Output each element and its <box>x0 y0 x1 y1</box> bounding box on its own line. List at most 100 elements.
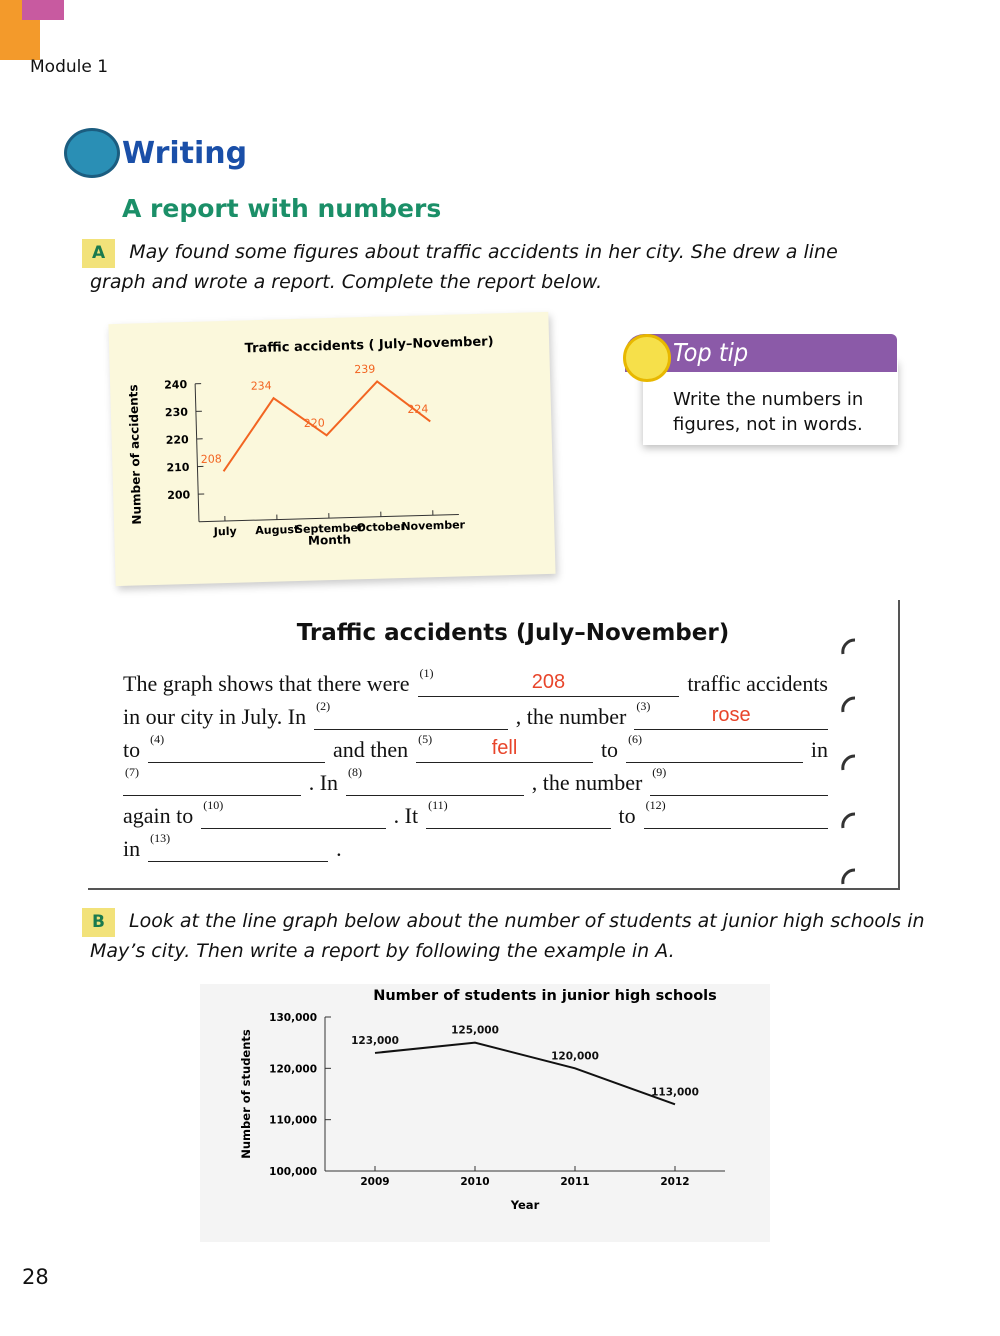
page-number: 28 <box>22 1265 49 1289</box>
chart-card: Traffic accidents ( July–November) 200 210… <box>108 311 556 587</box>
data-label: 120,000 <box>551 1050 599 1062</box>
data-label: 220 <box>304 416 325 430</box>
report-text: and then <box>332 737 409 762</box>
x-tick-label: 2010 <box>460 1176 489 1188</box>
instruction: May found some figures about traffic acc… <box>90 241 838 293</box>
section-subtitle: A report with numbers <box>122 194 442 223</box>
y-axis <box>194 383 200 522</box>
blank-number: (8) <box>348 765 363 779</box>
writing-icon <box>64 128 120 178</box>
report-line: The graph shows that there were (1) 208 tra… <box>123 664 828 697</box>
report-text: in <box>123 836 141 861</box>
data-line <box>222 380 431 472</box>
instruction: Look at the line graph below about the n… <box>90 910 925 962</box>
blank-number: (13) <box>150 831 171 845</box>
blank: (2) <box>314 699 508 730</box>
x-tick-label: August <box>255 523 299 537</box>
report-text: to <box>600 737 619 762</box>
task-b: B Look at the line graph below about the… <box>82 907 925 966</box>
report-text: in <box>810 737 829 762</box>
blank-number: (10) <box>203 798 224 812</box>
task-label: A <box>82 239 116 268</box>
y-tick-label: 110,000 <box>269 1115 317 1127</box>
blank-number: (3) <box>636 699 651 713</box>
data-label: 125,000 <box>451 1025 499 1037</box>
blank: (1) 208 <box>417 666 680 697</box>
corner-decoration <box>22 0 64 20</box>
blank-number: (7) <box>125 765 139 779</box>
blank-number: (11) <box>428 798 448 812</box>
blank: (5) fell <box>416 732 593 763</box>
blank-number: (9) <box>652 765 667 779</box>
chart-title: Number of students in junior high school… <box>373 988 717 1004</box>
x-tick-label: 2012 <box>660 1176 689 1188</box>
blank-number: (12) <box>645 798 666 812</box>
task-a: A May found some figures about traffic a… <box>82 238 842 297</box>
blank-number: (5) <box>418 732 433 746</box>
blank: (6) <box>626 732 803 763</box>
blank: (13) <box>148 831 329 862</box>
report-text: . It <box>393 803 419 828</box>
blank-number: (2) <box>316 699 331 713</box>
y-tick-label: 200 <box>167 488 191 502</box>
report-line: (7) . In (8) , the number (9) <box>123 763 828 796</box>
report-text: . In <box>308 770 339 795</box>
report-text: , the number <box>515 704 627 729</box>
data-label: 113,000 <box>651 1086 699 1098</box>
y-tick-label: 130,000 <box>269 1012 317 1024</box>
report-line: in our city in July. In (2) , the number (3… <box>123 697 828 730</box>
tip-box <box>643 360 898 445</box>
x-tick-label: September <box>295 521 364 536</box>
answer: rose <box>711 704 751 726</box>
answer: 208 <box>531 671 566 693</box>
x-tick-label: November <box>401 518 466 533</box>
blank: (12) <box>643 798 829 829</box>
data-label: 234 <box>251 379 272 393</box>
data-line <box>374 1041 676 1106</box>
report-text: to <box>618 803 636 828</box>
report-sheet: Traffic accidents (July–November) The gr… <box>88 600 900 890</box>
report-line: again to (10) . It (11) to (12) <box>123 796 829 829</box>
report-body: The graph shows that there were (1) 208 tra… <box>123 664 829 862</box>
chart: Traffic accidents ( July–November) 200 210… <box>126 334 494 547</box>
data-label: 224 <box>407 402 428 416</box>
report-text: in our city in July. In <box>123 704 307 729</box>
y-tick-label: 220 <box>166 433 190 447</box>
x-tick-label: 2009 <box>360 1176 389 1188</box>
report-text: traffic accidents <box>687 671 828 696</box>
x-tick-label: July <box>213 525 237 539</box>
blank-number: (4) <box>150 732 165 746</box>
blank: (11) <box>426 798 611 829</box>
data-label: 208 <box>201 452 222 466</box>
blank: (10) <box>201 798 386 829</box>
blank: (9) <box>650 765 828 796</box>
x-axis-label: Year <box>510 1198 540 1212</box>
task-label: B <box>82 908 115 937</box>
report-title: Traffic accidents (July–November) <box>296 620 730 646</box>
y-tick-label: 100,000 <box>269 1166 317 1178</box>
module-label: Module 1 <box>30 57 109 77</box>
chart-title: Traffic accidents ( July–November) <box>244 334 493 356</box>
y-tick-label: 210 <box>166 461 190 475</box>
blank-number: (6) <box>628 732 643 746</box>
x-axis <box>198 513 459 523</box>
report-text: The graph shows that there were <box>123 671 410 696</box>
y-tick-label: 120,000 <box>269 1063 317 1075</box>
blank: (3) rose <box>634 699 828 730</box>
y-tick-label: 240 <box>164 378 188 392</box>
tip-header: Top tip <box>625 334 897 372</box>
report-text: again to <box>123 803 194 828</box>
tip-title: Top tip <box>673 338 749 367</box>
blank: (8) <box>346 765 524 796</box>
bulb-icon <box>623 334 671 382</box>
punch-holes <box>841 638 856 885</box>
y-axis-label: Number of students <box>239 1029 253 1159</box>
tip-text: Write the numbers in figures, not in wor… <box>673 389 864 435</box>
report-text: to <box>123 737 141 762</box>
x-tick-label: October <box>356 520 406 534</box>
data-label: 123,000 <box>351 1035 399 1047</box>
x-tick-label: 2011 <box>560 1176 589 1188</box>
report-line: to (4) and then (5) fell to (6) in <box>123 730 828 763</box>
y-tick-label: 230 <box>165 406 189 420</box>
